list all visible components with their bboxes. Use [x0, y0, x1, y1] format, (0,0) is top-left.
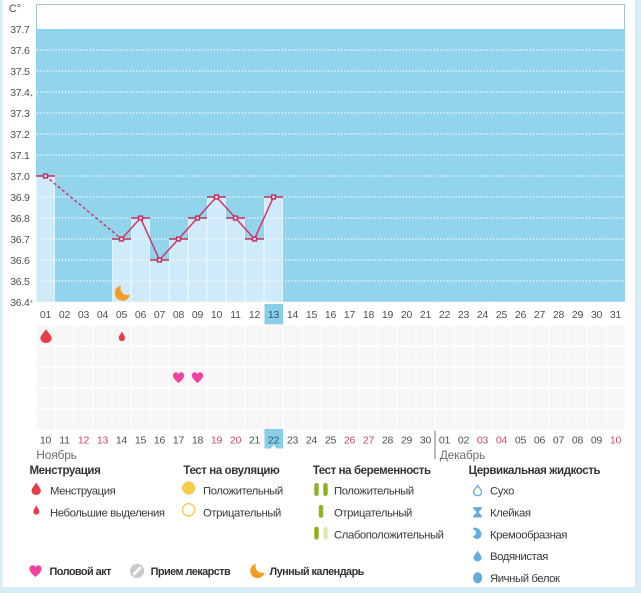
svg-text:16: 16 — [154, 435, 166, 447]
svg-text:24: 24 — [477, 309, 489, 321]
svg-text:28: 28 — [382, 435, 394, 447]
svg-text:37.5: 37.5 — [10, 66, 30, 78]
svg-text:01: 01 — [40, 309, 52, 321]
svg-text:Ноябрь: Ноябрь — [36, 448, 76, 462]
svg-text:37.6: 37.6 — [10, 45, 30, 57]
svg-text:23: 23 — [287, 435, 299, 447]
svg-text:31: 31 — [610, 309, 622, 321]
svg-text:Лунный календарь: Лунный календарь — [270, 566, 365, 578]
svg-text:36.5: 36.5 — [10, 276, 30, 288]
svg-text:Менструация: Менструация — [30, 465, 101, 477]
svg-text:Водянистая: Водянистая — [490, 551, 548, 563]
svg-text:37.7: 37.7 — [10, 24, 30, 36]
svg-text:19: 19 — [382, 309, 394, 321]
svg-text:36.4: 36.4 — [10, 297, 30, 309]
svg-text:03: 03 — [78, 309, 90, 321]
svg-text:17: 17 — [173, 435, 185, 447]
svg-text:Сухо: Сухо — [490, 486, 514, 498]
svg-text:09: 09 — [192, 309, 204, 321]
svg-text:14: 14 — [116, 435, 128, 447]
svg-text:21: 21 — [420, 309, 432, 321]
svg-text:19: 19 — [211, 435, 223, 447]
svg-text:05: 05 — [515, 435, 527, 447]
svg-text:05: 05 — [116, 309, 128, 321]
svg-text:36.8: 36.8 — [10, 213, 30, 225]
svg-text:23: 23 — [458, 309, 470, 321]
svg-text:25: 25 — [496, 309, 508, 321]
svg-text:02: 02 — [59, 309, 71, 321]
svg-text:Цервикальная жидкость: Цервикальная жидкость — [469, 465, 601, 477]
svg-text:Положительный: Положительный — [203, 486, 283, 498]
svg-text:37.4: 37.4 — [10, 87, 30, 99]
svg-text:07: 07 — [553, 435, 565, 447]
svg-text:29: 29 — [572, 309, 584, 321]
svg-text:17: 17 — [344, 309, 356, 321]
svg-text:30: 30 — [420, 435, 432, 447]
svg-text:22: 22 — [439, 309, 451, 321]
svg-text:18: 18 — [363, 309, 375, 321]
svg-text:C°: C° — [9, 3, 21, 15]
svg-text:36.9: 36.9 — [10, 192, 30, 204]
svg-text:16: 16 — [325, 309, 337, 321]
svg-text:12: 12 — [78, 435, 90, 447]
svg-text:09: 09 — [591, 435, 603, 447]
svg-text:11: 11 — [230, 309, 241, 321]
svg-text:22: 22 — [268, 435, 280, 447]
svg-text:04: 04 — [496, 435, 508, 447]
svg-text:07: 07 — [154, 309, 166, 321]
svg-text:26: 26 — [344, 435, 356, 447]
svg-text:13: 13 — [268, 309, 280, 321]
svg-text:08: 08 — [173, 309, 185, 321]
svg-text:29: 29 — [401, 435, 413, 447]
svg-text:14: 14 — [287, 309, 299, 321]
svg-text:26: 26 — [515, 309, 527, 321]
svg-text:04: 04 — [97, 309, 109, 321]
svg-text:06: 06 — [534, 435, 546, 447]
svg-text:Отрицательный: Отрицательный — [334, 508, 412, 520]
svg-text:37.2: 37.2 — [10, 129, 30, 141]
svg-text:Тест на овуляцию: Тест на овуляцию — [183, 465, 280, 477]
svg-text:06: 06 — [135, 309, 147, 321]
svg-text:27: 27 — [363, 435, 375, 447]
svg-text:Тест на беременность: Тест на беременность — [313, 465, 431, 477]
svg-text:28: 28 — [553, 309, 565, 321]
svg-text:Менструация: Менструация — [50, 486, 116, 498]
svg-text:Кремообразная: Кремообразная — [490, 529, 567, 541]
svg-text:Прием лекарств: Прием лекарств — [151, 566, 231, 578]
svg-text:Отрицательный: Отрицательный — [203, 508, 281, 520]
svg-text:27: 27 — [534, 309, 546, 321]
svg-text:Яичный белок: Яичный белок — [490, 573, 560, 585]
svg-text:21: 21 — [249, 435, 261, 447]
svg-text:10: 10 — [211, 309, 223, 321]
svg-text:36.7: 36.7 — [10, 234, 30, 246]
svg-text:18: 18 — [192, 435, 204, 447]
svg-text:12: 12 — [249, 309, 261, 321]
svg-text:08: 08 — [572, 435, 584, 447]
svg-text:20: 20 — [401, 309, 413, 321]
svg-text:Небольшие выделения: Небольшие выделения — [50, 508, 165, 520]
svg-text:Клейкая: Клейкая — [490, 508, 531, 520]
svg-text:Половой акт: Половой акт — [50, 566, 113, 578]
svg-text:30: 30 — [591, 309, 603, 321]
svg-text:15: 15 — [306, 309, 318, 321]
svg-text:36.6: 36.6 — [10, 255, 30, 267]
svg-text:25: 25 — [325, 435, 337, 447]
svg-text:20: 20 — [230, 435, 242, 447]
svg-text:37.0: 37.0 — [10, 171, 30, 183]
svg-text:03: 03 — [477, 435, 489, 447]
svg-text:Слабоположительный: Слабоположительный — [334, 529, 444, 541]
svg-text:10: 10 — [610, 435, 622, 447]
svg-text:Декабрь: Декабрь — [440, 448, 485, 462]
svg-text:37.3: 37.3 — [10, 108, 30, 120]
svg-text:15: 15 — [135, 435, 147, 447]
svg-text:37.1: 37.1 — [10, 150, 30, 162]
svg-text:02: 02 — [458, 435, 470, 447]
svg-text:24: 24 — [306, 435, 318, 447]
svg-text:10: 10 — [40, 435, 52, 447]
svg-text:Положительный: Положительный — [334, 486, 414, 498]
svg-text:11: 11 — [59, 435, 70, 447]
svg-text:13: 13 — [97, 435, 109, 447]
svg-text:01: 01 — [439, 435, 451, 447]
